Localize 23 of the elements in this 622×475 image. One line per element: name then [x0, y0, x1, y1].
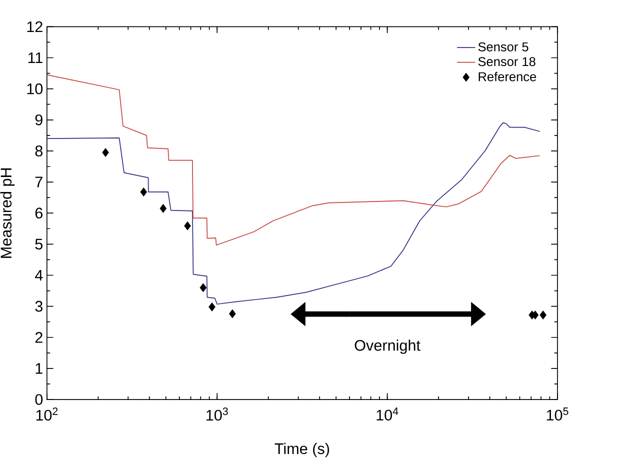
y-tick-label: 12 — [27, 21, 42, 32]
x-axis-title: Time (s) — [274, 442, 330, 458]
x-tick-label: 10$^{5}$ — [546, 407, 568, 420]
x-tick-label: 10$^{2}$ — [36, 407, 58, 421]
legend-label: Reference — [478, 72, 536, 82]
x-tick-label: 10$^{4}$ — [376, 407, 398, 420]
x-tick-label: 10$^{3}$ — [206, 407, 228, 421]
y-tick-label: 0 — [35, 394, 43, 405]
legend-label: Sensor 18 — [478, 57, 536, 66]
y-tick-label: 2 — [35, 332, 42, 343]
y-tick-label: 8 — [35, 145, 43, 156]
y-tick-label: 4 — [35, 270, 43, 280]
y-tick-label: 5 — [35, 238, 43, 250]
y-tick-label: 3 — [35, 300, 42, 312]
legend-label: Sensor 5 — [478, 42, 528, 52]
annotation: Overnight — [354, 339, 420, 354]
y-tick-label: 6 — [35, 208, 42, 218]
y-tick-label: 11 — [28, 52, 42, 63]
y-tick-label: 1 — [36, 363, 42, 374]
y-axis-title: Measured pH — [0, 168, 15, 258]
y-tick-label: 9 — [35, 114, 42, 126]
y-tick-label: 10 — [27, 83, 43, 94]
y-tick-label: 7 — [35, 176, 42, 188]
